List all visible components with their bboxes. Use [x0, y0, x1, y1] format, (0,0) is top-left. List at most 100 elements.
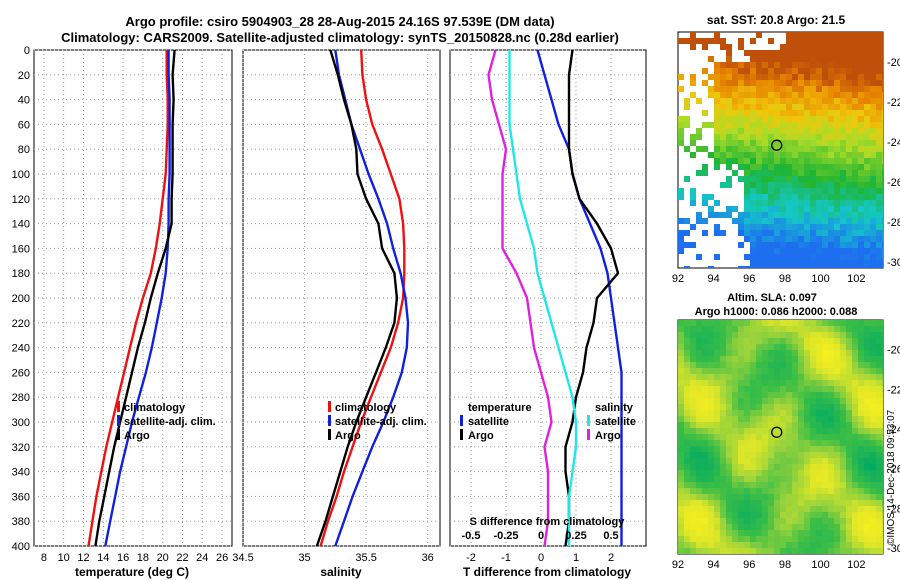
sst-map-cell — [882, 50, 883, 56]
sst-map-cell — [798, 212, 804, 218]
sla-map-cell — [684, 446, 690, 452]
sst-map-cell — [846, 230, 852, 236]
sst-map-cell — [834, 68, 840, 74]
sst-map-cell — [696, 170, 702, 176]
sst-map-cell — [858, 164, 864, 170]
sst-map-cell — [768, 56, 774, 62]
sla-map-cell — [732, 536, 738, 542]
sla-map-cell — [762, 452, 768, 458]
sst-map-cell — [750, 128, 756, 134]
title-line-2: Climatology: CARS2009. Satellite-adjuste… — [61, 30, 619, 45]
sla-map-cell — [840, 470, 846, 476]
sst-map-cell — [840, 152, 846, 158]
sla-map-cell — [732, 506, 738, 512]
depth-tick-label: 380 — [12, 516, 30, 528]
sst-map-cell — [834, 254, 840, 260]
sla-map-cell — [792, 362, 798, 368]
sst-map-cell — [840, 122, 846, 128]
sst-map-cell — [834, 164, 840, 170]
sst-map-cell — [690, 242, 696, 248]
sla-map-cell — [756, 434, 762, 440]
sla-map-cell — [816, 458, 822, 464]
sst-map-cell — [768, 248, 774, 254]
sla-map-cell — [738, 452, 744, 458]
sst-map-cell — [804, 236, 810, 242]
sla-map-cell — [678, 512, 684, 518]
sst-map-cell — [786, 68, 792, 74]
sla-map-cell — [834, 404, 840, 410]
sst-map-cell — [780, 116, 786, 122]
sst-map-cell — [744, 254, 750, 260]
sla-map-cell — [780, 500, 786, 506]
sst-map-cell — [846, 254, 852, 260]
difference-xtick-label: -1 — [501, 552, 511, 564]
sla-map-cell — [726, 326, 732, 332]
sst-map-cell — [816, 200, 822, 206]
sst-map-cell — [870, 92, 876, 98]
sst-map-cell — [702, 80, 708, 86]
sla-map-cell — [786, 368, 792, 374]
sla-map-cell — [810, 422, 816, 428]
sst-map-cell — [762, 104, 768, 110]
sst-map-cell — [768, 158, 774, 164]
sla-map-cell — [744, 530, 750, 536]
sst-map-cell — [876, 170, 882, 176]
sla-map-cell — [690, 488, 696, 494]
sst-map-cell — [774, 266, 780, 268]
sst-map-cell — [870, 248, 876, 254]
sst-map-cell — [846, 164, 852, 170]
depth-tick-label: 360 — [12, 491, 30, 503]
sla-map-cell — [684, 320, 690, 326]
sla-map-cell — [702, 500, 708, 506]
sla-map-cell — [798, 350, 804, 356]
sla-map-cell — [876, 530, 882, 536]
sst-map-cell — [834, 62, 840, 68]
sst-map-cell — [762, 74, 768, 80]
sst-map-cell — [798, 158, 804, 164]
sla-map-cell — [882, 548, 883, 554]
sst-map-cell — [696, 254, 702, 260]
sla-map-cell — [852, 446, 858, 452]
sla-map-cell — [678, 518, 684, 524]
sla-map-cell — [732, 398, 738, 404]
sla-map-cell — [774, 386, 780, 392]
sla-map-cell — [702, 338, 708, 344]
sla-map-cell — [864, 422, 870, 428]
sst-map-cell — [816, 68, 822, 74]
sla-map-cell — [714, 374, 720, 380]
sst-map-cell — [780, 158, 786, 164]
sst-map-cell — [882, 86, 883, 92]
sla-map-cell — [750, 410, 756, 416]
sla-map-cell — [696, 548, 702, 554]
sla-map-cell — [774, 410, 780, 416]
sla-map-cell — [738, 518, 744, 524]
sst-map-cell — [864, 152, 870, 158]
sla-map-cell — [774, 350, 780, 356]
sla-map-cell — [738, 542, 744, 548]
sst-map-cell — [774, 56, 780, 62]
sla-map-cell — [870, 518, 876, 524]
sla-map-cell — [804, 440, 810, 446]
sst-map-cell — [870, 56, 876, 62]
sla-map-cell — [726, 344, 732, 350]
sla-map-cell — [738, 404, 744, 410]
sst-map-xtick: 92 — [672, 273, 684, 285]
sst-map-cell — [768, 74, 774, 80]
sst-map-cell — [792, 158, 798, 164]
sla-map-cell — [750, 398, 756, 404]
sla-map-cell — [744, 512, 750, 518]
sla-map-cell — [846, 494, 852, 500]
sst-map-cell — [756, 104, 762, 110]
sla-map-cell — [732, 494, 738, 500]
sst-map-cell — [834, 80, 840, 86]
sla-map-cell — [714, 482, 720, 488]
sst-map-cell — [882, 68, 883, 74]
sla-map-cell — [798, 494, 804, 500]
sla-map-cell — [852, 434, 858, 440]
sst-map-cell — [768, 122, 774, 128]
sst-map-cell — [774, 122, 780, 128]
sla-map-cell — [738, 416, 744, 422]
sst-map-cell — [882, 116, 883, 122]
sla-map-cell — [792, 410, 798, 416]
sla-map-cell — [840, 548, 846, 554]
